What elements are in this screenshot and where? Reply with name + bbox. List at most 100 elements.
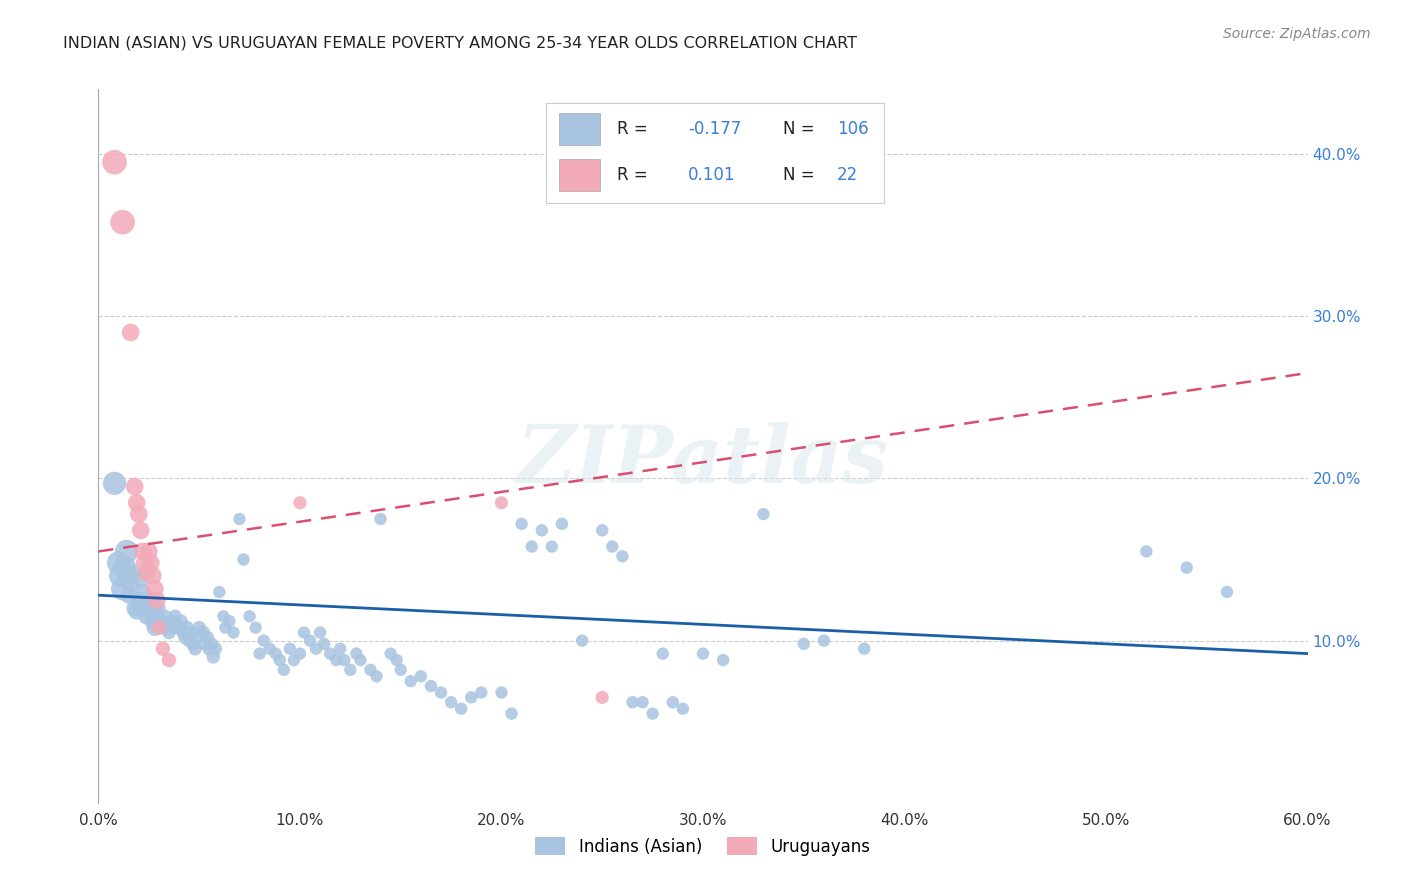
Point [163, 609, 186, 624]
Point [1216, 585, 1239, 599]
Point [135, 609, 157, 624]
Point [305, 641, 328, 656]
Point [120, 577, 142, 591]
Point [157, 625, 180, 640]
Point [132, 544, 155, 558]
Point [129, 572, 152, 586]
Point [172, 625, 194, 640]
Point [853, 641, 876, 656]
Point [269, 653, 291, 667]
Point [174, 631, 197, 645]
Point [193, 625, 215, 640]
Point [103, 155, 125, 169]
Point [146, 593, 169, 607]
Point [325, 653, 347, 667]
Point [160, 614, 183, 628]
Point [491, 496, 513, 510]
Point [110, 568, 132, 582]
Point [128, 593, 150, 607]
Point [121, 566, 143, 580]
Point [651, 647, 673, 661]
Point [470, 685, 492, 699]
Point [530, 524, 553, 538]
Point [156, 617, 179, 632]
Point [288, 647, 311, 661]
Point [134, 556, 156, 570]
Point [299, 633, 322, 648]
Point [179, 633, 201, 648]
Point [142, 614, 165, 628]
Point [571, 633, 593, 648]
Point [551, 516, 574, 531]
Point [450, 702, 472, 716]
Point [124, 479, 146, 493]
Point [540, 540, 562, 554]
Point [520, 540, 543, 554]
Point [180, 625, 202, 640]
Point [135, 566, 157, 580]
Point [222, 625, 245, 640]
Point [813, 633, 835, 648]
Point [641, 706, 664, 721]
Point [114, 560, 136, 574]
Point [194, 637, 217, 651]
Point [120, 326, 142, 340]
Point [399, 674, 422, 689]
Point [232, 552, 254, 566]
Point [124, 601, 146, 615]
Point [309, 625, 332, 640]
Point [111, 215, 134, 229]
Point [661, 695, 683, 709]
Point [672, 702, 695, 716]
Point [152, 641, 174, 656]
Point [631, 695, 654, 709]
Point [793, 637, 815, 651]
Point [370, 512, 392, 526]
Point [314, 637, 336, 651]
Point [259, 641, 281, 656]
Point [239, 609, 262, 624]
Point [344, 647, 367, 661]
Point [501, 706, 523, 721]
Point [510, 516, 533, 531]
Point [162, 621, 184, 635]
Point [139, 556, 162, 570]
Point [218, 614, 240, 628]
Point [228, 512, 250, 526]
Point [319, 647, 342, 661]
Point [491, 685, 513, 699]
Point [103, 476, 125, 491]
Point [752, 507, 775, 521]
Point [249, 647, 271, 661]
Point [142, 568, 165, 582]
Point [212, 609, 235, 624]
Point [195, 631, 218, 645]
Point [148, 621, 170, 635]
Point [188, 621, 211, 635]
Point [186, 631, 208, 645]
Point [198, 641, 221, 656]
Legend: Indians (Asian), Uruguayans: Indians (Asian), Uruguayans [529, 830, 877, 863]
Point [430, 685, 453, 699]
Point [184, 641, 207, 656]
Point [253, 633, 276, 648]
Point [612, 549, 634, 564]
Point [200, 637, 222, 651]
Point [157, 653, 180, 667]
Point [292, 625, 315, 640]
Point [139, 593, 162, 607]
Point [711, 653, 734, 667]
Point [134, 598, 156, 612]
Point [125, 604, 148, 618]
Point [181, 637, 204, 651]
Point [146, 609, 169, 624]
Point [107, 556, 129, 570]
Point [125, 496, 148, 510]
Point [339, 663, 361, 677]
Point [152, 621, 174, 635]
Text: ZIPatlas: ZIPatlas [517, 422, 889, 499]
Point [283, 653, 305, 667]
Point [149, 614, 172, 628]
Point [153, 609, 176, 624]
Point [360, 663, 382, 677]
